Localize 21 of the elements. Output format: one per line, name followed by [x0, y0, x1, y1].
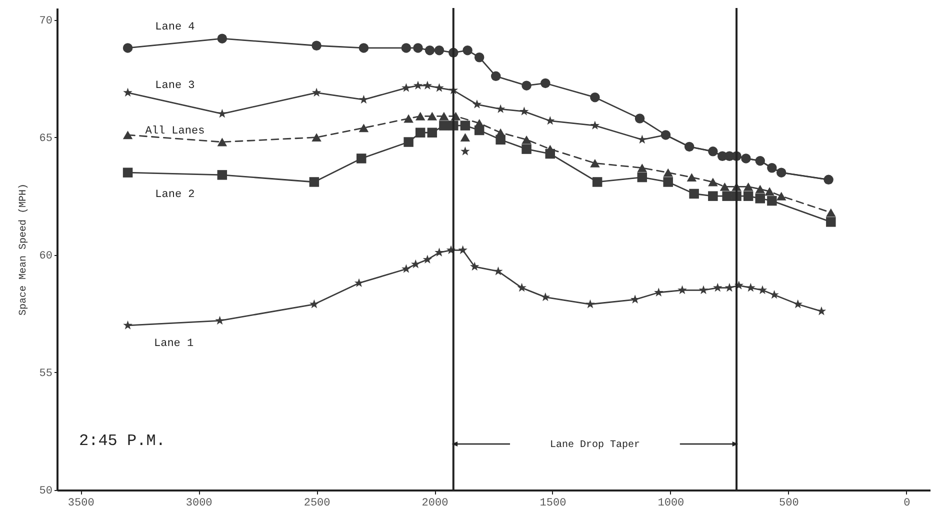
x-tick-label: 0 — [904, 498, 910, 510]
y-axis-title: Space Mean Speed (MPH) — [17, 183, 30, 316]
series-label: All Lanes — [145, 125, 205, 138]
series-label: Lane 1 — [154, 338, 194, 350]
annotation: 2:45 P.M. — [79, 432, 166, 450]
x-tick-label: 3500 — [68, 498, 94, 510]
y-tick-label: 70 — [39, 15, 52, 28]
x-tick-label: 2500 — [304, 498, 330, 510]
series-label: Lane 3 — [155, 80, 195, 92]
x-tick-label: 1500 — [540, 498, 566, 510]
y-tick-label: 65 — [39, 132, 52, 145]
annotation: Lane Drop Taper — [550, 440, 640, 451]
x-tick-label: 1000 — [658, 498, 684, 510]
x-tick-label: 500 — [779, 498, 799, 510]
series-label: Lane 4 — [155, 21, 196, 34]
x-tick-label: 3000 — [186, 498, 212, 510]
y-tick-label: 50 — [39, 486, 52, 498]
series-label: Lane 2 — [155, 188, 195, 201]
y-tick-label: 55 — [39, 368, 52, 380]
x-tick-label: 2000 — [422, 498, 448, 510]
y-tick-label: 60 — [39, 250, 52, 262]
